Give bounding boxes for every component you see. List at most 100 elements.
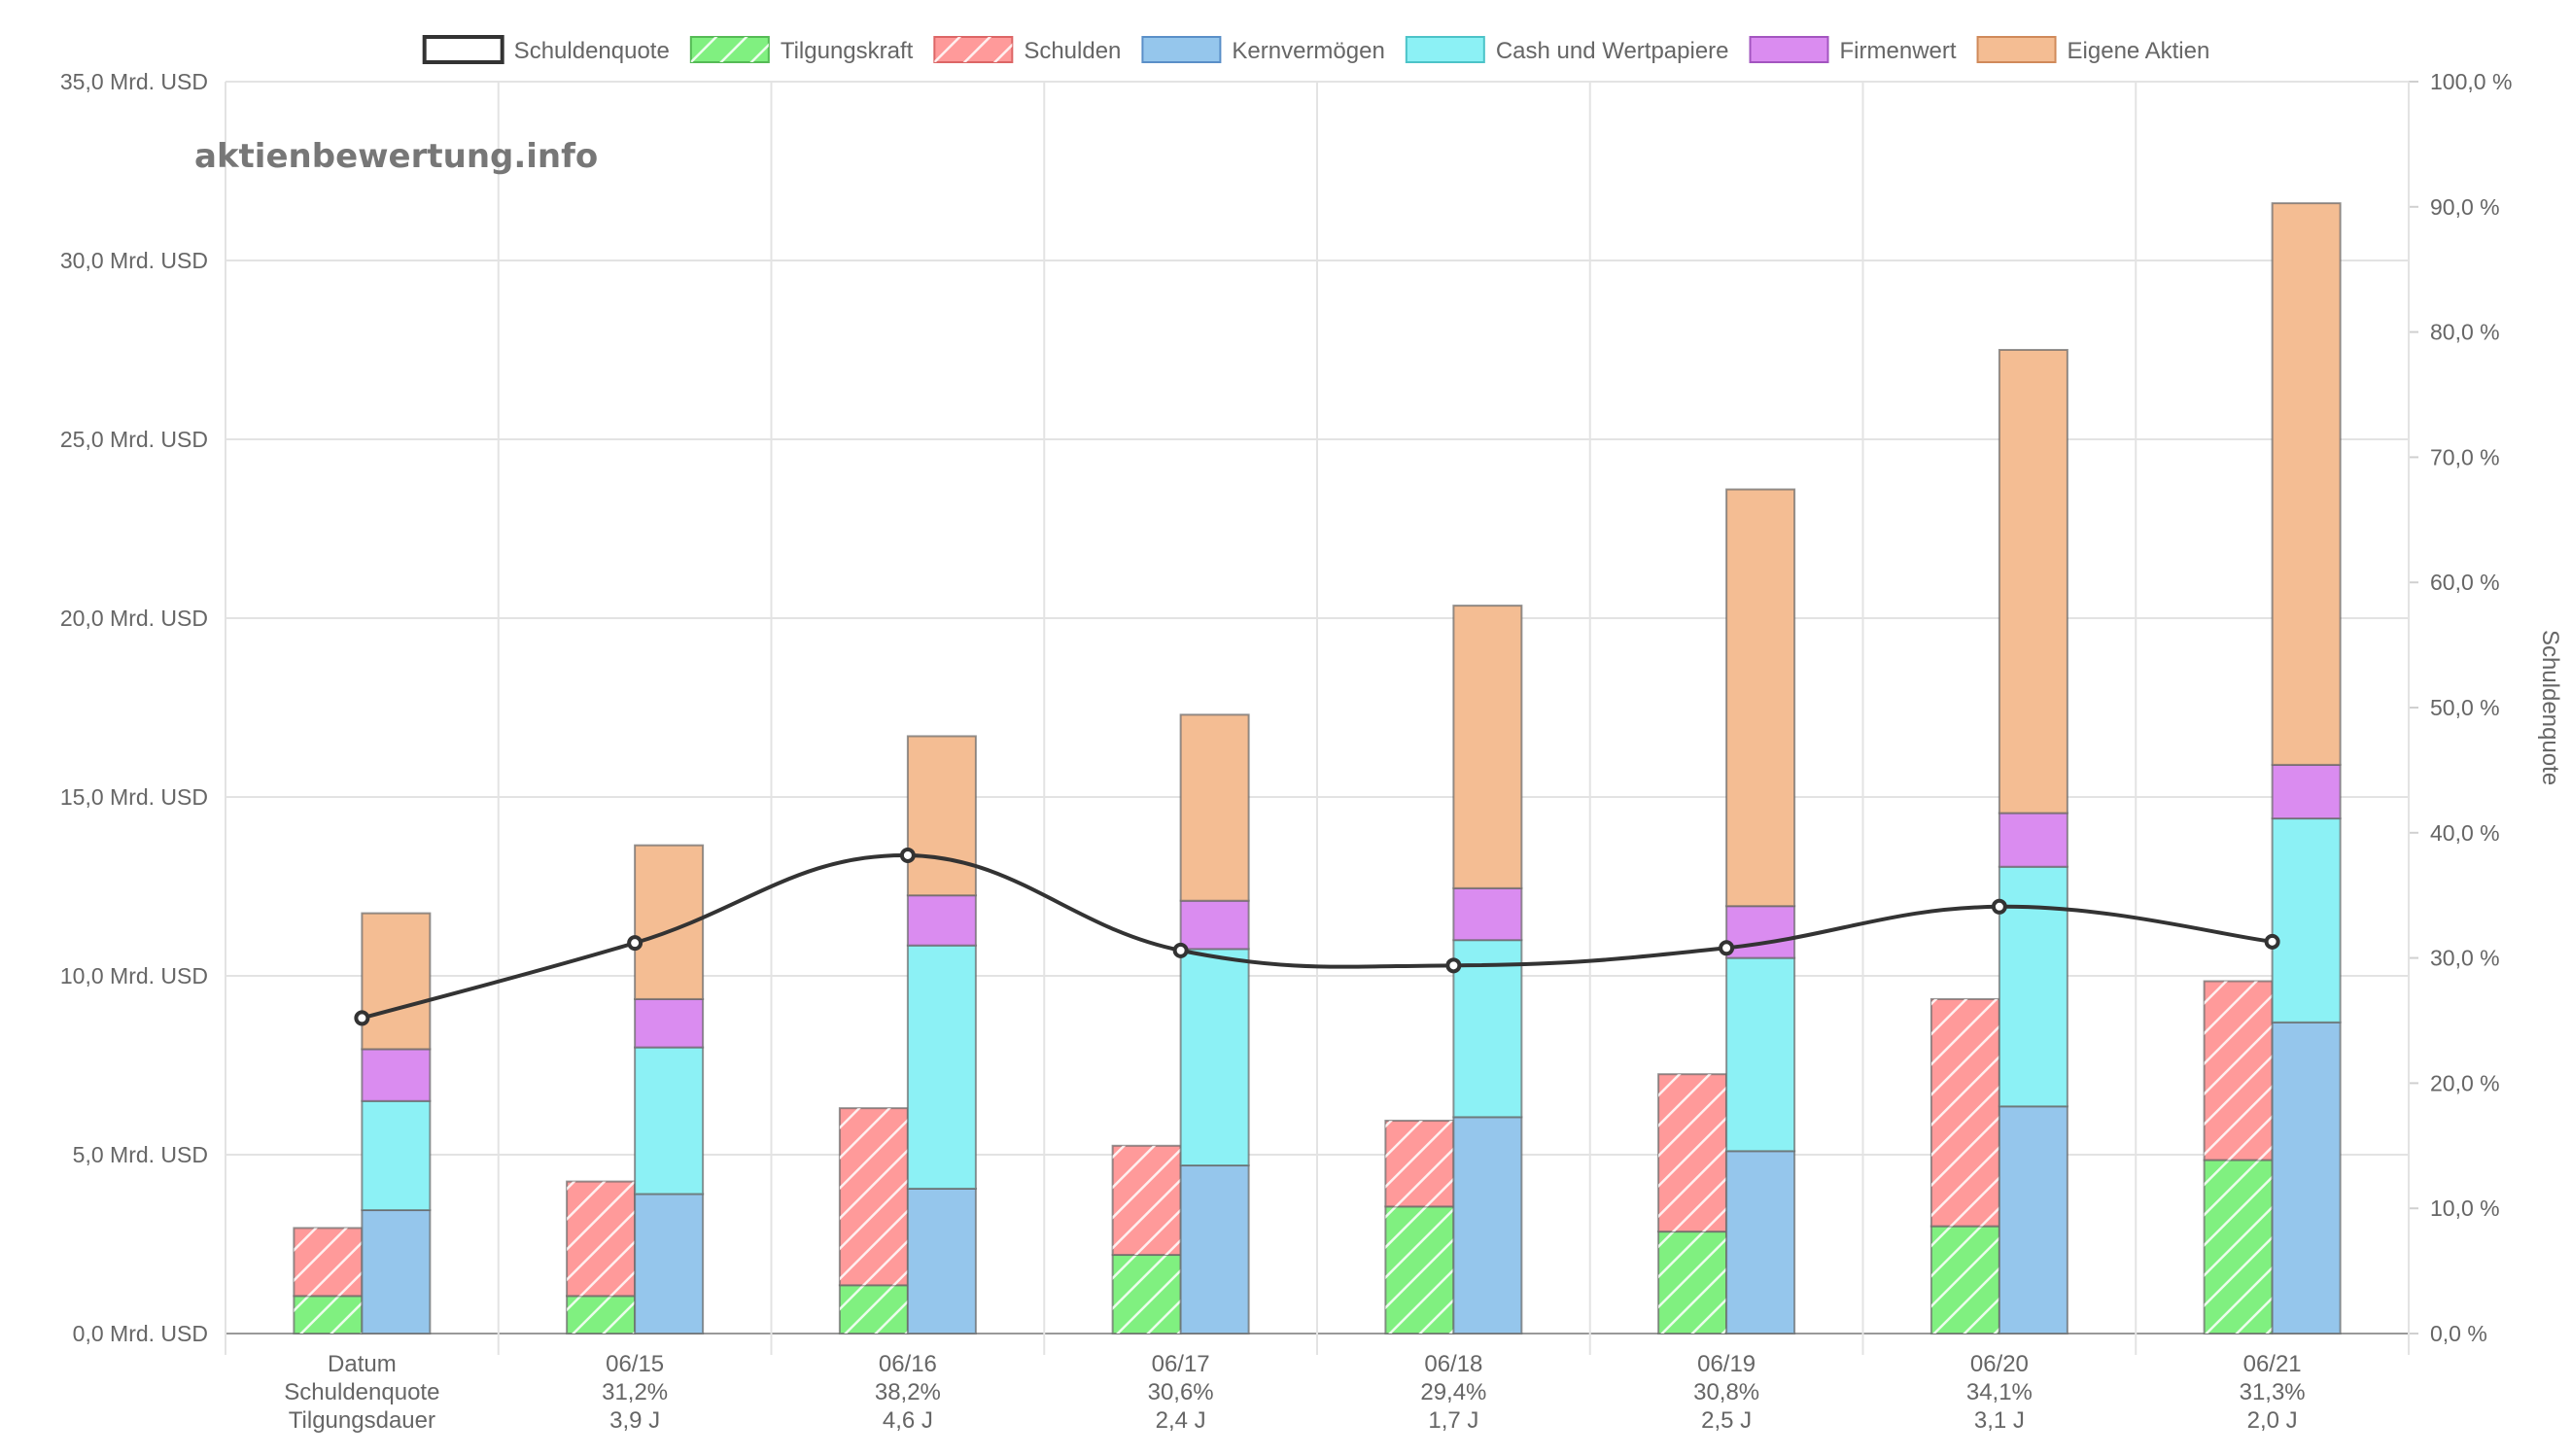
bar-kernverm-gen — [634, 1193, 705, 1335]
x-tick-sublabel: 1,7 J — [1428, 1407, 1478, 1434]
schuldenquote-point — [1172, 942, 1189, 958]
schuldenquote-point — [354, 1010, 370, 1026]
bar-tilgungskraft-hatch — [567, 1296, 636, 1334]
bar-eigene-aktien — [906, 735, 977, 897]
legend-label: Eigene Aktien — [2068, 38, 2210, 64]
y-left-tick-label: 30,0 Mrd. USD — [60, 248, 208, 273]
schuldenquote-point — [1445, 957, 1462, 974]
bar-tilgungskraft-hatch — [1385, 1206, 1454, 1334]
x-tick-label: 06/21 — [2243, 1351, 2302, 1377]
x-tick-label: 06/20 — [1970, 1351, 2029, 1377]
schuldenquote-point — [2264, 933, 2280, 950]
y-right-tick-label: 30,0 % — [2430, 946, 2500, 971]
x-tick-sublabel: 30,8% — [1693, 1379, 1759, 1405]
y-right-tick-label: 60,0 % — [2430, 570, 2500, 595]
y-axis-right-title: Schuldenquote — [2537, 630, 2563, 785]
gridlines — [225, 81, 2418, 1355]
legend[interactable]: Schuldenquote Tilgungskraft Schulden Kernve… — [422, 35, 2210, 64]
legend-label: Schuldenquote — [514, 38, 670, 64]
legend-label: Schulden — [1024, 38, 1121, 64]
legend-item-kernverm-gen[interactable]: Kernvermögen — [1141, 36, 1385, 64]
legend-swatch — [1141, 36, 1222, 63]
schuldenquote-point — [899, 847, 916, 863]
x-tick-label: 06/19 — [1697, 1351, 1755, 1377]
legend-swatch — [1976, 36, 2057, 63]
bar-cash-und-wertpapiere — [1998, 865, 2068, 1108]
bar-tilgungskraft-hatch — [2204, 1160, 2273, 1334]
schuldenquote-line-path — [361, 852, 2273, 1021]
y-left-tick-label: 10,0 Mrd. USD — [60, 963, 208, 988]
x-tick-sublabel: 31,3% — [2240, 1379, 2306, 1405]
legend-swatch-hatch — [934, 37, 1013, 62]
bar-eigene-aktien — [1452, 605, 1523, 889]
legend-label: Firmenwert — [1840, 38, 1957, 64]
bar-tilgungskraft-hatch — [1658, 1231, 1727, 1334]
x-tick-sublabel: 34,1% — [1966, 1379, 2033, 1405]
y-right-tick-label: 80,0 % — [2430, 320, 2500, 345]
bar-cash-und-wertpapiere — [361, 1099, 432, 1212]
schuldenquote-point — [1719, 940, 1735, 956]
y-right-tick-label: 0,0 % — [2430, 1321, 2487, 1346]
bar-cash-und-wertpapiere — [634, 1046, 705, 1196]
legend-item-schulden[interactable]: Schulden — [933, 36, 1121, 64]
y-axis-right: 0,0 % 10,0 % 20,0 % 30,0 % 40,0 % 50,0 % 60,0 … — [2430, 69, 2512, 1346]
bar-cash-und-wertpapiere — [906, 944, 977, 1190]
bar-schulden-hatch — [294, 1228, 363, 1297]
x-tick-sublabel: 29,4% — [1420, 1379, 1486, 1405]
y-left-tick-label: 25,0 Mrd. USD — [60, 427, 208, 452]
bar-schulden-hatch — [567, 1181, 636, 1297]
bar-firmenwert — [1725, 905, 1796, 959]
legend-item-tilgungskraft[interactable]: Tilgungskraft — [689, 36, 914, 64]
legend-label: Tilgungskraft — [781, 38, 914, 64]
bars — [293, 202, 2342, 1335]
bar-schulden-hatch — [839, 1108, 908, 1286]
bar-kernverm-gen — [1179, 1164, 1250, 1335]
bar-firmenwert — [634, 997, 705, 1049]
x-tick-label: 06/18 — [1424, 1351, 1482, 1377]
x-tick-sublabel: Tilgungsdauer — [289, 1407, 435, 1434]
x-tick-sublabel: 2,4 J — [1156, 1407, 1206, 1434]
bar-kernverm-gen — [906, 1187, 977, 1335]
bar-tilgungskraft-hatch — [839, 1285, 908, 1334]
x-tick-sublabel: 3,1 J — [1974, 1407, 2025, 1434]
bar-tilgungskraft-hatch — [294, 1296, 363, 1334]
y-left-tick-label: 5,0 Mrd. USD — [73, 1142, 208, 1167]
y-left-tick-label: 0,0 Mrd. USD — [73, 1321, 208, 1346]
bar-schulden-hatch — [1112, 1145, 1181, 1256]
y-axis-left: 0,0 Mrd. USD 5,0 Mrd. USD 10,0 Mrd. USD 15,… — [60, 69, 208, 1346]
legend-item-firmenwert[interactable]: Firmenwert — [1749, 36, 1957, 64]
legend-label: Cash und Wertpapiere — [1496, 38, 1729, 64]
y-left-tick-label: 35,0 Mrd. USD — [60, 69, 208, 94]
x-tick-label: 06/17 — [1152, 1351, 1210, 1377]
bar-schulden-hatch — [1385, 1121, 1454, 1207]
schuldenquote-point — [627, 935, 643, 952]
y-right-tick-label: 90,0 % — [2430, 194, 2500, 220]
y-right-tick-label: 100,0 % — [2430, 69, 2512, 94]
legend-item-schuldenquote[interactable]: Schuldenquote — [422, 35, 670, 64]
bar-firmenwert — [2271, 763, 2342, 820]
legend-swatch — [422, 35, 504, 64]
x-tick-sublabel: Schuldenquote — [284, 1379, 439, 1405]
legend-swatch-hatch — [690, 37, 769, 62]
bar-kernverm-gen — [1452, 1116, 1523, 1335]
bar-schulden-hatch — [1930, 998, 1999, 1227]
bar-cash-und-wertpapiere — [1725, 956, 1796, 1153]
bar-firmenwert — [1179, 899, 1250, 951]
bar-kernverm-gen — [1998, 1105, 2068, 1335]
x-tick-sublabel: 30,6% — [1148, 1379, 1214, 1405]
bar-tilgungskraft-hatch — [1930, 1226, 1999, 1334]
legend-item-cash-und-wertpapiere[interactable]: Cash und Wertpapiere — [1405, 36, 1729, 64]
bar-firmenwert — [906, 894, 977, 947]
bar-firmenwert — [361, 1048, 432, 1102]
bar-firmenwert — [1452, 886, 1523, 942]
bar-kernverm-gen — [1725, 1150, 1796, 1335]
legend-item-eigene-aktien[interactable]: Eigene Aktien — [1976, 36, 2210, 64]
bar-schulden-hatch — [1658, 1074, 1727, 1232]
x-tick-sublabel: 4,6 J — [883, 1407, 933, 1434]
x-tick-label: 06/15 — [606, 1351, 664, 1377]
bar-schulden-hatch — [2204, 981, 2273, 1161]
bar-eigene-aktien — [361, 912, 432, 1051]
y-right-tick-label: 50,0 % — [2430, 695, 2500, 720]
